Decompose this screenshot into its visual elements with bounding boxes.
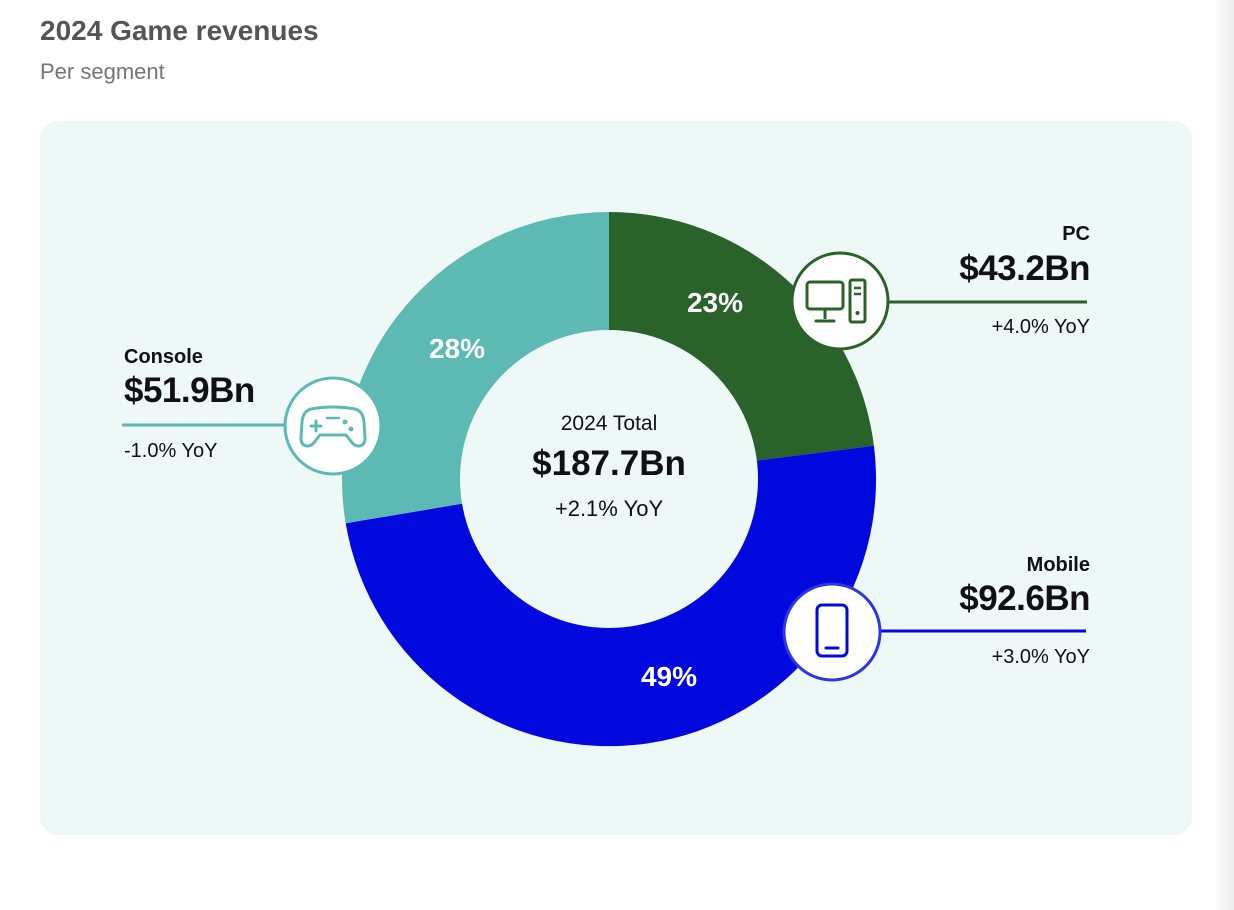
console-segment-name: Console xyxy=(124,346,203,368)
console-share-label: 28% xyxy=(428,333,486,364)
console-segment-value: $51.9Bn xyxy=(124,371,255,410)
total-label: 2024 Total xyxy=(560,412,658,435)
gamepad-icon xyxy=(283,376,383,476)
pc-segment-name: PC xyxy=(1062,223,1090,245)
desktop-computer-icon xyxy=(790,251,890,351)
pc-share-label: 23% xyxy=(686,287,744,318)
mobile-segment-value: $92.6Bn xyxy=(959,579,1090,618)
pc-segment-value: $43.2Bn xyxy=(959,249,1090,288)
total-yoy: +2.1% YoY xyxy=(554,496,664,521)
page-edge-shadow xyxy=(1214,0,1234,910)
console-segment-yoy: -1.0% YoY xyxy=(124,440,218,462)
chart-subtitle: Per segment xyxy=(40,59,165,84)
mobile-segment-yoy: +3.0% YoY xyxy=(991,646,1090,668)
donut-hole xyxy=(460,330,758,628)
total-value: $187.7Bn xyxy=(532,444,686,483)
mobile-share-label: 49% xyxy=(640,661,698,692)
mobile-segment-name: Mobile xyxy=(1026,554,1090,576)
chart-title: 2024 Game revenues xyxy=(40,15,319,46)
pc-segment-yoy: +4.0% YoY xyxy=(991,316,1090,338)
smartphone-icon xyxy=(782,582,882,682)
